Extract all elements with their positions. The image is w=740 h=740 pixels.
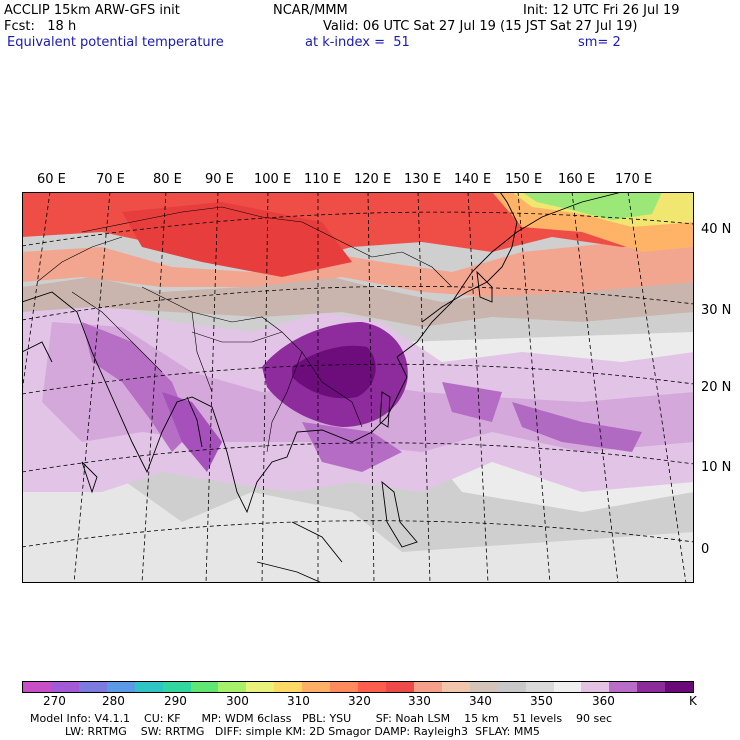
borders	[36, 206, 453, 453]
lon-label: 100 E	[254, 172, 292, 187]
north-pink-band	[22, 237, 694, 297]
colorbar-swatch	[302, 682, 331, 692]
valid-time: Valid: 06 UTC Sat 27 Jul 19 (15 JST Sat …	[323, 19, 638, 34]
china-darkest	[292, 345, 376, 399]
colorbar	[22, 681, 694, 693]
colorbar-swatch	[274, 682, 303, 692]
lon-label: 70 E	[96, 172, 125, 187]
colorbar-swatch	[162, 682, 191, 692]
lon-label: 170 E	[615, 172, 653, 187]
colorbar-swatch	[23, 682, 51, 692]
institution-label: NCAR/MMM	[273, 3, 348, 18]
scs-purple	[302, 422, 402, 472]
colorbar-swatch	[134, 682, 163, 692]
lon-label: 80 E	[153, 172, 182, 187]
colorbar-swatch	[497, 682, 526, 692]
colorbar-swatch	[246, 682, 275, 692]
lat-label: 40 N	[701, 222, 732, 237]
colorbar-tick-label: 310	[287, 694, 310, 708]
colorbar-swatch	[385, 682, 414, 692]
colorbar-tick-label: 350	[530, 694, 553, 708]
colorbar-swatch	[218, 682, 247, 692]
field-name: Equivalent potential temperature	[7, 35, 224, 50]
colorbar-tick-label: 360	[592, 694, 615, 708]
lon-label: 150 E	[505, 172, 543, 187]
colorbar-swatch	[469, 682, 498, 692]
lon-label: 140 E	[454, 172, 492, 187]
colorbar-swatch	[78, 682, 107, 692]
coastlines	[22, 192, 623, 583]
lon-label: 60 E	[37, 172, 66, 187]
lat-label: 30 N	[701, 303, 732, 318]
lon-label: 120 E	[354, 172, 392, 187]
lat-label: 10 N	[701, 460, 732, 475]
colorbar-swatch	[413, 682, 442, 692]
graticule	[22, 192, 694, 583]
smoothing-label: sm= 2	[578, 35, 621, 50]
init-time: Init: 12 UTC Fri 26 Jul 19	[523, 3, 680, 18]
lon-label: 160 E	[558, 172, 596, 187]
colorbar-swatch	[190, 682, 219, 692]
colorbar-tick-label: 270	[43, 694, 66, 708]
india-purple	[82, 322, 192, 452]
colorbar-swatch	[50, 682, 79, 692]
colorbar-swatch	[441, 682, 470, 692]
colorbar-swatch	[358, 682, 386, 692]
colorbar-swatch	[525, 682, 554, 692]
colorbar-tick-label: 290	[164, 694, 187, 708]
model-info-line1: Model Info: V4.1.1 CU: KF MP: WDM 6class…	[30, 712, 613, 725]
colorbar-tick-label: 320	[348, 694, 371, 708]
north-gray-band	[22, 272, 694, 327]
lon-label: 90 E	[205, 172, 234, 187]
theta-e-map	[22, 192, 694, 583]
model-title: ACCLIP 15km ARW-GFS init	[4, 3, 180, 18]
colorbar-swatch	[106, 682, 135, 692]
forecast-hour: Fcst: 18 h	[4, 19, 77, 34]
colorbar-swatch	[330, 682, 359, 692]
ocean-light-field	[22, 472, 694, 583]
lon-label: 110 E	[304, 172, 342, 187]
colorbar-swatch	[581, 682, 610, 692]
lat-label: 0	[701, 542, 710, 557]
lat-label: 20 N	[701, 380, 732, 395]
colorbar-unit-label: K	[689, 694, 697, 708]
pacific-purple-2	[512, 402, 642, 452]
lon-label: 130 E	[404, 172, 442, 187]
level-label: at k-index = 51	[305, 35, 410, 50]
colorbar-swatch	[609, 682, 638, 692]
colorbar-swatch	[553, 682, 582, 692]
pacific-purple-1	[442, 382, 502, 422]
colorbar-tick-label: 300	[226, 694, 249, 708]
colorbar-tick-label: 330	[408, 694, 431, 708]
colorbar-tick-label: 280	[102, 694, 125, 708]
okhotsk-green	[522, 192, 662, 220]
colorbar-swatch	[665, 682, 694, 692]
colorbar-tick-label: 340	[469, 694, 492, 708]
model-info-line2: LW: RRTMG SW: RRTMG DIFF: simple KM: 2D …	[30, 725, 540, 738]
colorbar-swatch	[637, 682, 666, 692]
mongolia-red	[122, 202, 352, 277]
bay-bengal-purple	[162, 392, 222, 472]
